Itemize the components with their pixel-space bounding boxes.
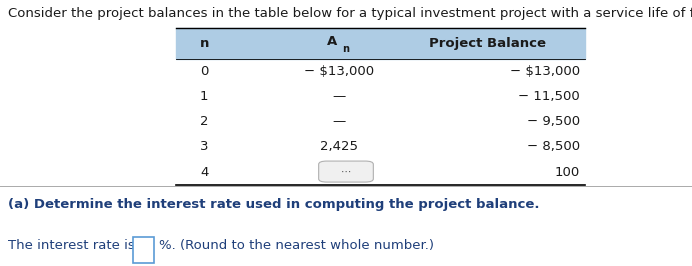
Text: ⋯: ⋯ bbox=[341, 167, 351, 177]
Text: − 11,500: − 11,500 bbox=[518, 90, 580, 103]
Text: − $13,000: − $13,000 bbox=[510, 65, 580, 78]
Text: − 8,500: − 8,500 bbox=[527, 140, 580, 153]
Text: 3: 3 bbox=[200, 140, 208, 153]
Text: n: n bbox=[343, 44, 349, 54]
Text: 2,425: 2,425 bbox=[320, 140, 358, 153]
Text: 1: 1 bbox=[200, 90, 208, 103]
Text: 4: 4 bbox=[200, 166, 208, 179]
Text: Consider the project balances in the table below for a typical investment projec: Consider the project balances in the tab… bbox=[8, 7, 692, 20]
Text: 0: 0 bbox=[200, 65, 208, 78]
Text: 100: 100 bbox=[555, 166, 580, 179]
Text: (a) Determine the interest rate used in computing the project balance.: (a) Determine the interest rate used in … bbox=[8, 198, 540, 211]
Text: − 9,500: − 9,500 bbox=[527, 115, 580, 128]
Text: —: — bbox=[332, 115, 346, 128]
Text: %. (Round to the nearest whole number.): %. (Round to the nearest whole number.) bbox=[159, 239, 434, 252]
Text: 2: 2 bbox=[200, 115, 208, 128]
Text: —: — bbox=[332, 166, 346, 179]
Text: A: A bbox=[327, 35, 337, 48]
Text: − $13,000: − $13,000 bbox=[304, 65, 374, 78]
Text: n: n bbox=[199, 37, 209, 50]
Text: Project Balance: Project Balance bbox=[428, 37, 546, 50]
Text: —: — bbox=[332, 90, 346, 103]
Text: The interest rate is: The interest rate is bbox=[8, 239, 139, 252]
